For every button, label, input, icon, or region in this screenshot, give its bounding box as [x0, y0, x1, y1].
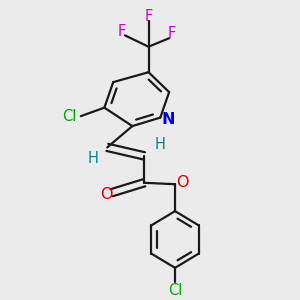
Text: F: F	[168, 26, 176, 41]
Text: F: F	[144, 9, 153, 24]
Text: Cl: Cl	[62, 109, 76, 124]
Text: N: N	[162, 112, 175, 127]
Text: O: O	[176, 175, 189, 190]
Text: H: H	[87, 151, 98, 166]
Text: H: H	[155, 137, 166, 152]
Text: F: F	[118, 24, 126, 39]
Text: Cl: Cl	[168, 283, 182, 298]
Text: O: O	[100, 188, 113, 202]
